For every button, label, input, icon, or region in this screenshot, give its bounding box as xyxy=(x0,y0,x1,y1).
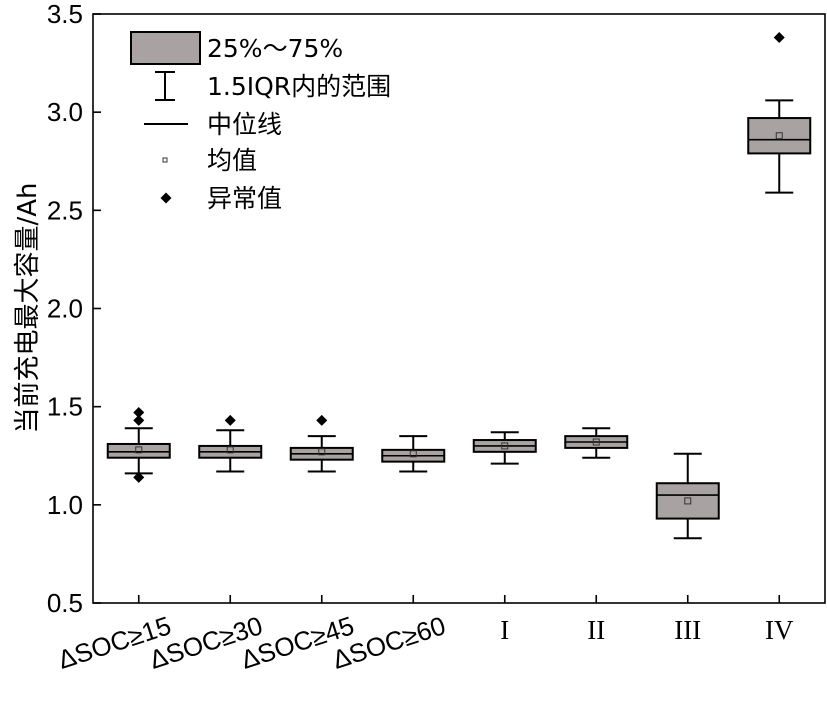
x-category-label: IV xyxy=(765,615,794,645)
legend-label: 异常值 xyxy=(207,184,282,213)
outlier-point xyxy=(316,414,328,426)
legend-symbol-outlier xyxy=(160,192,172,204)
legend-mean-marker xyxy=(162,157,168,163)
interquartile-box xyxy=(106,442,171,459)
outlier-point xyxy=(133,471,145,483)
legend-label: 均值 xyxy=(207,146,257,175)
outlier-point xyxy=(133,407,145,419)
y-tick-label: 1.5 xyxy=(47,392,83,422)
mean-marker xyxy=(318,448,326,456)
mean-marker xyxy=(592,438,600,446)
legend-symbol-whisker xyxy=(155,71,175,101)
box-3 xyxy=(289,414,354,473)
legend-label: 中位线 xyxy=(207,110,282,139)
x-category-label: III xyxy=(674,615,701,645)
interquartile-box xyxy=(747,117,812,155)
box-7 xyxy=(655,452,720,540)
y-tick-label: 3.5 xyxy=(47,0,83,29)
legend-symbol-box xyxy=(130,31,201,65)
legend-symbol-mean xyxy=(162,157,168,163)
y-tick-label: 2.5 xyxy=(47,195,83,225)
mean-marker xyxy=(409,450,417,458)
box-8 xyxy=(747,32,812,194)
box-4 xyxy=(381,435,446,473)
y-tick-label: 3.0 xyxy=(47,97,83,127)
legend-label: 1.5IQR内的范围 xyxy=(207,72,391,101)
box-5 xyxy=(472,431,537,465)
x-category-label: II xyxy=(587,615,605,645)
mean-marker xyxy=(775,132,783,140)
interquartile-box xyxy=(655,482,720,520)
outlier-point xyxy=(133,414,145,426)
mean-marker xyxy=(684,497,692,505)
legend-label: 25%～75% xyxy=(207,34,343,63)
mean-marker xyxy=(501,442,509,450)
box-6 xyxy=(564,427,629,459)
mean-marker xyxy=(135,446,143,454)
legend-outlier-marker xyxy=(160,192,172,204)
box-series xyxy=(106,32,812,540)
y-tick-label: 1.0 xyxy=(47,490,83,520)
outlier-point xyxy=(224,414,236,426)
y-axis: 0.5 1.0 1.5 2.0 2.5 3.0 3.5 xyxy=(47,0,101,618)
y-axis-title: 当前充电最大容量/Ah xyxy=(13,182,43,433)
x-category-label: I xyxy=(500,615,509,645)
box-2 xyxy=(198,414,263,473)
outlier-point xyxy=(773,32,785,44)
y-tick-label: 0.5 xyxy=(47,588,83,618)
box-1 xyxy=(106,407,171,483)
mean-marker xyxy=(226,446,234,454)
legend-box-swatch xyxy=(130,31,201,65)
y-tick-label: 2.0 xyxy=(47,294,83,324)
